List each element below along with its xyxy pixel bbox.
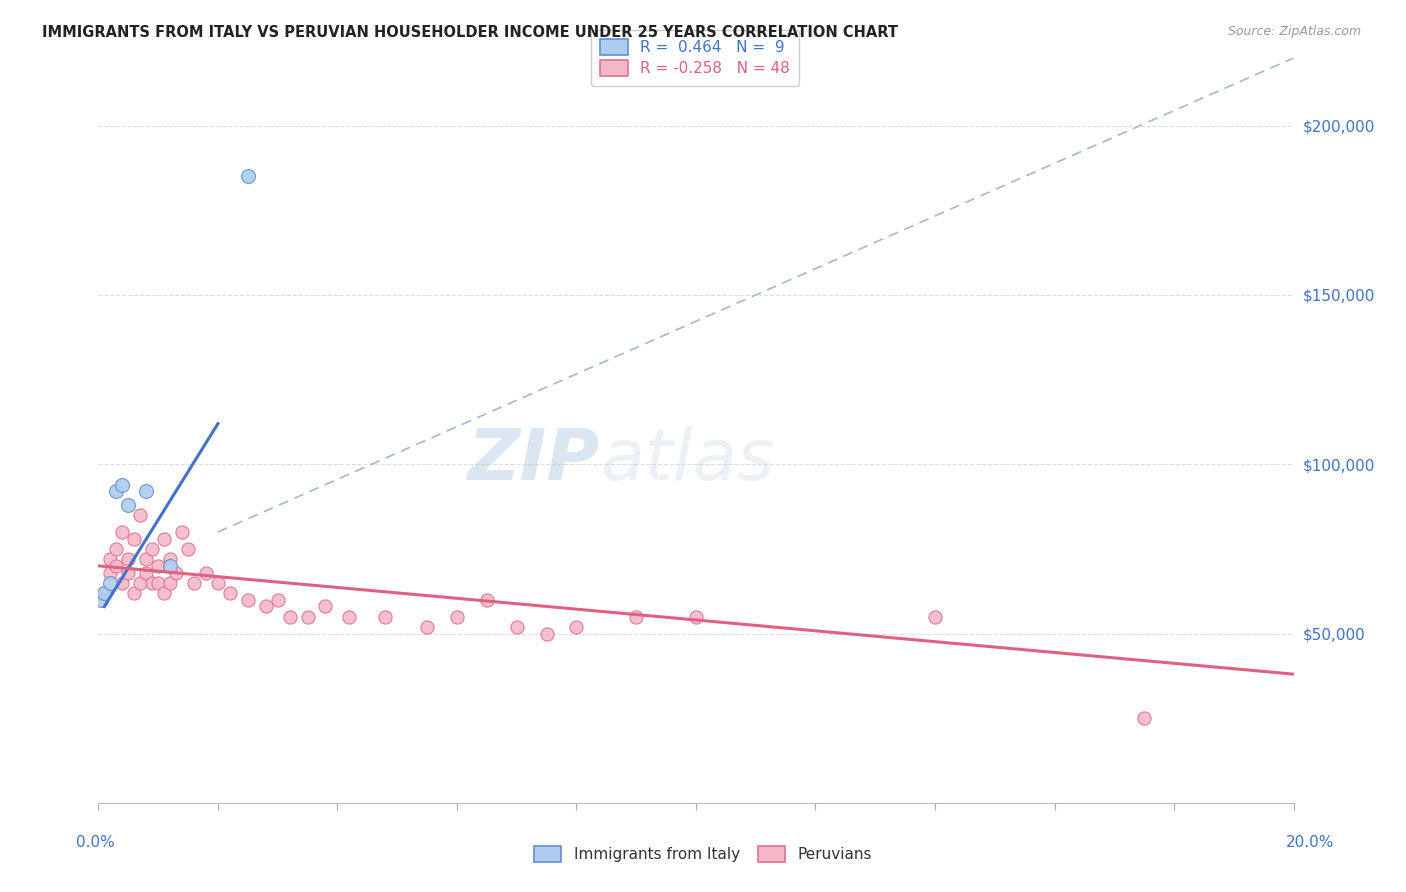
Point [195,566,218,580]
Point [105,558,128,573]
Point [111,477,134,491]
Point [183,575,205,590]
Point [278,609,301,624]
Point [124,532,146,546]
Point [141,541,163,556]
Point [924,609,946,624]
Point [315,599,337,614]
Point [98,552,122,566]
Point [159,552,181,566]
Point [124,586,146,600]
Point [90,592,112,607]
Point [117,498,139,512]
Point [159,558,181,573]
Point [165,566,187,580]
Text: ZIP: ZIP [468,425,600,495]
Point [219,586,242,600]
Point [153,532,176,546]
Y-axis label: Householder Income Under 25 years: Householder Income Under 25 years [0,296,7,565]
Point [105,484,128,499]
Point [148,558,170,573]
Point [111,524,134,539]
Point [446,609,468,624]
Point [153,586,176,600]
Point [117,566,139,580]
Legend: R =  0.464   N =  9, R = -0.258   N = 48: R = 0.464 N = 9, R = -0.258 N = 48 [591,30,799,86]
Point [135,484,157,499]
Text: Source: ZipAtlas.com: Source: ZipAtlas.com [1227,25,1361,38]
Point [685,609,707,624]
Point [1133,711,1156,725]
Point [159,575,181,590]
Point [177,541,200,556]
Point [129,575,152,590]
Point [475,592,498,607]
Point [339,609,361,624]
Point [565,620,588,634]
Text: atlas: atlas [600,425,775,495]
Point [416,620,439,634]
Point [93,586,115,600]
Point [626,609,648,624]
Point [267,592,290,607]
Text: IMMIGRANTS FROM ITALY VS PERUVIAN HOUSEHOLDER INCOME UNDER 25 YEARS CORRELATION : IMMIGRANTS FROM ITALY VS PERUVIAN HOUSEH… [42,25,898,40]
Point [105,541,128,556]
Point [98,566,122,580]
Point [254,599,277,614]
Point [93,586,115,600]
Point [141,575,163,590]
Text: 0.0%: 0.0% [76,836,115,850]
Point [374,609,396,624]
Point [236,169,259,184]
Point [236,592,259,607]
Point [117,552,139,566]
Point [135,552,157,566]
Point [135,566,157,580]
Point [129,508,152,522]
Point [536,626,558,640]
Legend: Immigrants from Italy, Peruvians: Immigrants from Italy, Peruvians [527,840,879,868]
Point [172,524,194,539]
Text: 20.0%: 20.0% [1286,836,1334,850]
Point [297,609,319,624]
Point [98,575,122,590]
Point [111,575,134,590]
Point [506,620,529,634]
Point [207,575,229,590]
Point [148,575,170,590]
